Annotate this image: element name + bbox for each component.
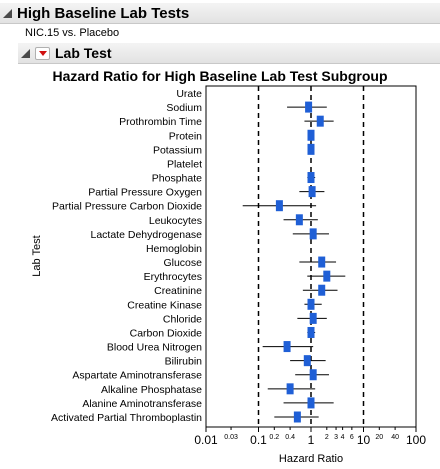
x-tick-label: 100 [406, 433, 426, 447]
category-label: Creatine Kinase [127, 299, 202, 311]
category-label: Alanine Aminotransferase [82, 398, 202, 410]
estimate-marker [303, 355, 311, 367]
category-label: Aspartate Aminotransferase [72, 370, 202, 382]
estimate-marker [286, 383, 294, 395]
category-label: Erythrocytes [144, 271, 202, 283]
category-label: Blood Urea Nitrogen [107, 342, 202, 354]
category-label: Bilirubin [165, 356, 203, 368]
estimate-marker [316, 115, 324, 127]
category-label: Potassium [153, 144, 202, 156]
estimate-marker [283, 341, 291, 353]
estimate-marker [318, 256, 326, 268]
category-label: Prothrombin Time [119, 116, 202, 128]
category-label: Sodium [166, 102, 202, 114]
category-label: Lactate Dehydrogenase [91, 229, 203, 241]
section-header[interactable]: Lab Test [18, 43, 440, 64]
estimate-marker [307, 129, 315, 141]
x-minor-tick-label: 2 [325, 434, 329, 441]
x-minor-tick-label: 20 [375, 434, 383, 441]
estimate-marker [309, 312, 317, 324]
estimate-marker [309, 369, 317, 381]
category-label: Platelet [167, 158, 202, 170]
x-minor-tick-label: 40 [391, 434, 399, 441]
report-subtitle: NIC.15 vs. Placebo [25, 27, 120, 39]
x-minor-tick-label: 0.4 [285, 434, 295, 441]
x-tick-label: 10 [357, 433, 371, 447]
estimate-marker [307, 397, 315, 409]
category-label: Hemoglobin [146, 243, 202, 255]
estimate-marker [295, 214, 303, 226]
category-label: Glucose [163, 257, 202, 269]
category-label: Urate [176, 88, 202, 100]
category-label: Partial Pressure Carbon Dioxide [52, 201, 202, 213]
x-minor-tick-label: 6 [350, 434, 354, 441]
x-minor-tick-label: 0.2 [269, 434, 279, 441]
disclosure-icon[interactable] [21, 48, 30, 58]
category-label: Creatinine [154, 285, 202, 297]
estimate-marker [307, 143, 315, 155]
x-tick-label: 1 [308, 433, 315, 447]
category-label: Protein [169, 130, 202, 142]
category-label: Activated Partial Thromboplastin [51, 412, 202, 424]
x-minor-tick-label: 0.03 [224, 434, 238, 441]
estimate-marker [305, 101, 313, 113]
report-header[interactable]: High Baseline Lab Tests [0, 3, 440, 24]
estimate-marker [309, 228, 317, 240]
estimate-marker [307, 326, 315, 338]
category-label: Chloride [163, 313, 202, 325]
category-label: Partial Pressure Oxygen [88, 187, 202, 199]
x-tick-label: 0.01 [194, 433, 218, 447]
estimate-marker [307, 172, 315, 184]
category-label: Alkaline Phosphatase [101, 384, 202, 396]
disclosure-icon[interactable] [3, 8, 12, 18]
estimate-marker [323, 270, 331, 282]
chart-title: Hazard Ratio for High Baseline Lab Test … [52, 68, 388, 84]
estimate-marker [307, 298, 315, 310]
y-axis-title: Lab Test [31, 235, 43, 276]
estimate-marker [293, 411, 301, 423]
x-minor-tick-label: 3 [334, 434, 338, 441]
estimate-marker [275, 200, 283, 212]
red-triangle-menu-icon[interactable] [35, 46, 50, 60]
section-title: Lab Test [55, 45, 112, 61]
report-title: High Baseline Lab Tests [17, 4, 190, 22]
category-label: Carbon Dioxide [130, 327, 203, 339]
category-label: Leukocytes [149, 215, 202, 227]
category-label: Phosphate [152, 173, 202, 185]
estimate-marker [308, 186, 316, 198]
x-axis-title: Hazard Ratio [279, 453, 343, 465]
x-tick-label: 0.1 [250, 433, 267, 447]
estimate-marker [318, 284, 326, 296]
x-minor-tick-label: 4 [341, 434, 345, 441]
